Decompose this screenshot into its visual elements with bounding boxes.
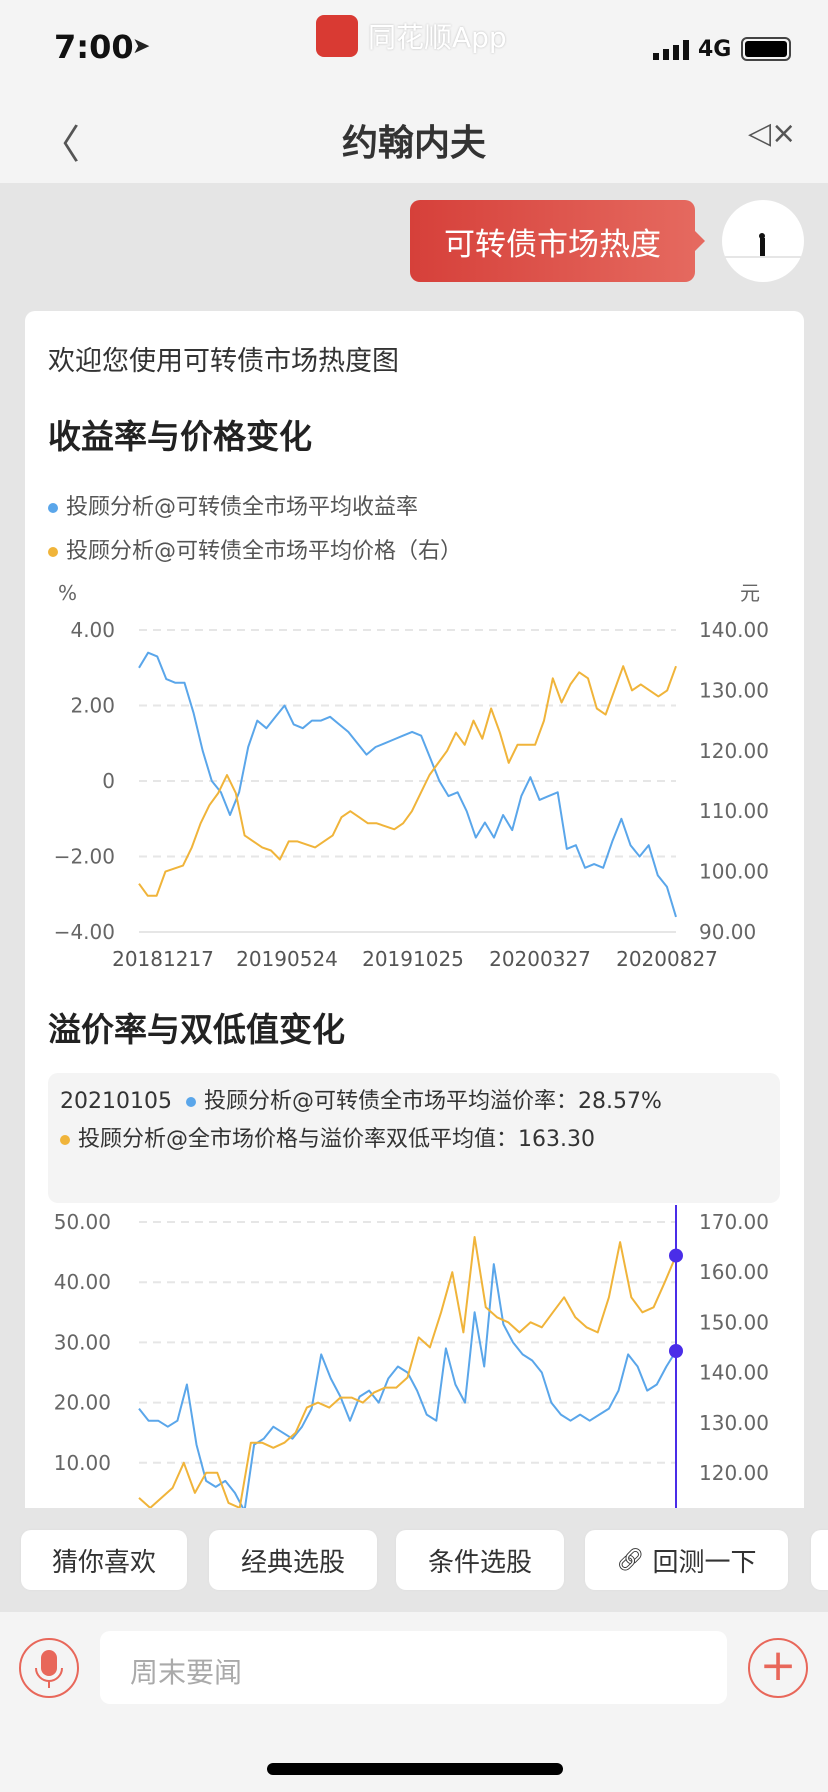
y2-tick-label: 90.00 xyxy=(699,920,756,944)
battery-icon xyxy=(741,37,791,61)
y-tick-label: 40.00 xyxy=(54,1270,111,1294)
y2-tick-label: 130.00 xyxy=(699,1411,769,1435)
back-button[interactable]: 〈 xyxy=(40,122,80,168)
series-line-left xyxy=(138,651,677,918)
legend-label: 投顾分析@可转债全市场平均收益率 xyxy=(66,495,419,520)
y2-tick-label: 120.00 xyxy=(699,1461,769,1485)
y-tick-label: 4.00 xyxy=(70,618,115,642)
y2-axis-unit: 元 xyxy=(740,581,760,605)
quick-action-classic-picks[interactable]: 经典选股 xyxy=(209,1530,377,1590)
tooltip-line-1: 投顾分析@可转债全市场平均溢价率：28.57% xyxy=(203,1089,662,1114)
x-tick-label: 20200827 xyxy=(616,947,718,971)
quick-action-label: 猜你喜欢 xyxy=(51,1547,156,1578)
chart2[interactable]: 50.00 40.00 30.00 20.00 10.00 170.00 160.00 150… xyxy=(0,1205,828,1508)
y-tick-label: 20.00 xyxy=(54,1391,111,1415)
chart2-title: 溢价率与双低值变化 xyxy=(48,1010,345,1049)
series-line-right xyxy=(138,665,677,897)
y2-tick-label: 110.00 xyxy=(699,799,769,823)
cursor-dot-right xyxy=(669,1248,683,1263)
quick-action-guess-you-like[interactable]: 猜你喜欢 xyxy=(21,1530,187,1590)
y2-tick-label: 140.00 xyxy=(699,618,769,642)
y2-tick-label: 100.00 xyxy=(699,860,769,884)
legend-dot-yellow xyxy=(60,1135,70,1145)
message-input[interactable]: 周末要闻 xyxy=(100,1631,727,1704)
y-tick-label: 0 xyxy=(102,769,115,793)
y2-tick-label: 150.00 xyxy=(699,1310,769,1334)
y2-tick-label: 160.00 xyxy=(699,1260,769,1284)
y-tick-label: 2.00 xyxy=(70,694,115,718)
plus-button[interactable]: + xyxy=(748,1638,808,1698)
y-tick-label: 50.00 xyxy=(54,1210,111,1234)
status-time: 7:00 xyxy=(54,28,134,66)
header xyxy=(0,0,828,183)
y-tick-label: 30.00 xyxy=(54,1330,111,1354)
link-icon: 🔗︎ xyxy=(616,1547,645,1573)
y-axis-unit: % xyxy=(58,581,77,605)
y2-tick-label: 130.00 xyxy=(699,678,769,702)
avatar[interactable] xyxy=(722,200,804,282)
user-message-bubble: 可转债市场热度 xyxy=(410,200,705,282)
quick-action-label: 条件选股 xyxy=(427,1547,532,1578)
quick-action-label: 经典选股 xyxy=(240,1547,345,1578)
tooltip-line-2: 投顾分析@全市场价格与溢价率双低平均值：163.30 xyxy=(78,1127,595,1152)
series-line-left xyxy=(138,1263,677,1508)
x-tick-label: 20190524 xyxy=(236,947,338,971)
app-logo-icon xyxy=(316,15,358,57)
y2-tick-label: 120.00 xyxy=(699,739,769,763)
x-tick-label: 20200327 xyxy=(489,947,591,971)
location-icon: ➤ xyxy=(132,34,151,59)
x-tick-label: 20191025 xyxy=(362,947,464,971)
tooltip-date: 20210105 xyxy=(60,1089,172,1114)
quick-action-more[interactable] xyxy=(811,1530,828,1590)
legend-label: 投顾分析@可转债全市场平均价格（右） xyxy=(66,539,463,564)
app-name: 同花顺App xyxy=(368,21,507,54)
microphone-icon xyxy=(35,1650,63,1688)
chart1-title: 收益率与价格变化 xyxy=(48,417,312,456)
legend-dot-yellow xyxy=(48,547,58,557)
y-tick-label: −4.00 xyxy=(54,920,115,944)
legend-dot-blue xyxy=(185,1097,196,1107)
y2-tick-label: 140.00 xyxy=(699,1361,769,1385)
quick-action-backtest[interactable]: 🔗︎ 回测一下 xyxy=(585,1530,788,1590)
cursor-dot-left xyxy=(669,1344,683,1359)
welcome-text: 欢迎您使用可转债市场热度图 xyxy=(48,346,399,377)
y-tick-label: 10.00 xyxy=(54,1451,111,1475)
microphone-button[interactable] xyxy=(19,1638,79,1698)
home-indicator xyxy=(267,1763,563,1775)
chart1-legend-item-1[interactable]: 投顾分析@可转债全市场平均收益率 xyxy=(48,489,418,521)
page-title: 约翰内夫 xyxy=(341,123,486,164)
chart1-legend-item-2[interactable]: 投顾分析@可转债全市场平均价格（右） xyxy=(48,533,462,565)
series-line-right xyxy=(138,1236,677,1508)
y2-tick-label: 170.00 xyxy=(699,1210,769,1234)
quick-action-label: 回测一下 xyxy=(652,1547,757,1578)
legend-dot-blue xyxy=(48,503,58,513)
speaker-mute-icon[interactable]: ◁× xyxy=(748,116,797,151)
x-tick-label: 20181217 xyxy=(112,947,214,971)
chart1[interactable]: 4.00 2.00 0 −2.00 −4.00 140.00 130.00 120.00 110… xyxy=(0,570,828,990)
chart2-tooltip: 20210105 投顾分析@可转债全市场平均溢价率：28.57% 投顾分析@全市… xyxy=(48,1073,780,1203)
signal-icon xyxy=(653,40,689,60)
network-label: 4G xyxy=(698,37,732,62)
y-tick-label: −2.00 xyxy=(54,845,115,869)
quick-action-condition-picks[interactable]: 条件选股 xyxy=(396,1530,564,1590)
